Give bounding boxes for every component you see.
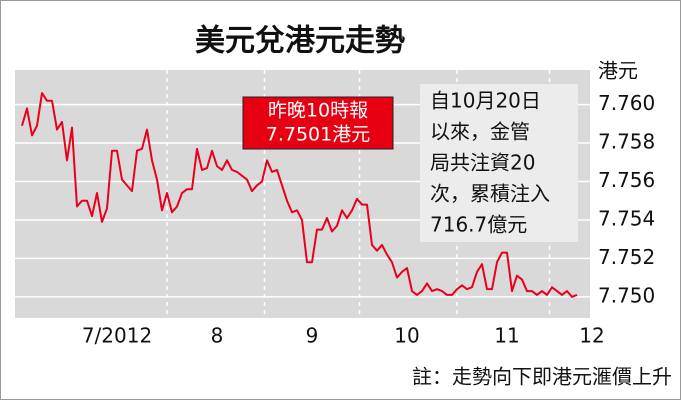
- note-line: 自10月20日: [430, 89, 541, 113]
- y-tick-label: 7.756: [598, 168, 655, 192]
- callout-line: 昨晚10時報: [268, 100, 368, 122]
- note-line: 次，累積注入: [430, 182, 550, 206]
- x-tick-label: 7/2012: [82, 324, 152, 348]
- x-tick-label: 12: [579, 324, 604, 348]
- y-tick-label: 7.760: [598, 91, 655, 115]
- note-line: 局共注資20: [430, 151, 535, 175]
- x-tick-label: 8: [211, 324, 224, 348]
- callout-line: 7.7501港元: [266, 124, 370, 146]
- x-tick-label: 10: [394, 324, 419, 348]
- y-tick-label: 7.750: [598, 283, 655, 307]
- y-tick-label: 7.758: [598, 130, 655, 154]
- series-line: [21, 92, 578, 298]
- note-line: 716.7億元: [430, 213, 527, 237]
- lines: [21, 92, 578, 298]
- note-line: 以來，金管: [430, 120, 530, 144]
- footnote: 註：走勢向下即港元滙價上升: [412, 365, 672, 389]
- chart-title: 美元兌港元走勢: [195, 24, 405, 59]
- note-box: [420, 84, 578, 242]
- y-axis-label: 港元: [598, 59, 638, 83]
- x-tick-label: 11: [494, 324, 519, 348]
- callout-box: [242, 96, 394, 150]
- y-tick-label: 7.754: [598, 206, 655, 230]
- y-tick-label: 7.752: [598, 245, 655, 269]
- x-tick-label: 9: [306, 324, 319, 348]
